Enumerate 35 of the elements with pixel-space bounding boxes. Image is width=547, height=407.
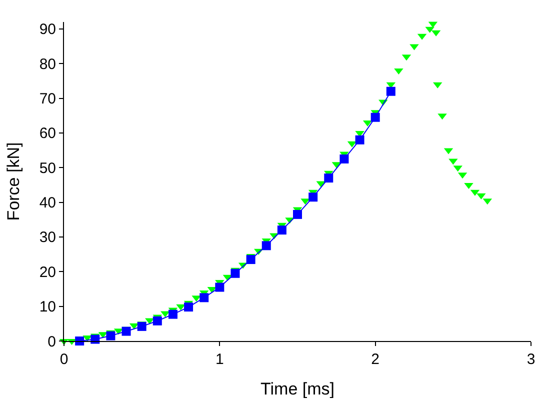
y-tick-label: 10 [39,298,56,316]
point [277,226,286,235]
x-tick-label: 1 [216,351,224,368]
point [340,154,349,164]
point [184,302,194,312]
point [168,310,178,319]
x-tick-label: 2 [371,351,380,368]
point [215,282,224,292]
point [246,255,256,264]
y-tick-label: 20 [39,264,56,281]
y-tick-label: 50 [39,160,56,177]
point [262,241,271,250]
point [324,174,334,183]
point [106,331,116,340]
x-axis-title: Time [ms] [260,379,334,398]
y-tick-label: 60 [39,125,56,142]
point [308,192,318,202]
point [386,86,396,96]
point [230,268,240,278]
y-axis-title: Force [kN] [4,142,23,221]
point [152,316,162,326]
x-tick-label: 3 [526,351,536,368]
y-tick-label: 30 [39,229,56,246]
y-tick-label: 40 [39,194,56,212]
y-tick-label: 0 [48,333,56,350]
point [293,210,302,219]
point [137,322,146,331]
y-tick-label: 90 [39,21,56,38]
y-tick-label: 70 [39,90,56,108]
point [370,112,380,122]
point [200,293,209,302]
point [122,326,131,336]
point [355,135,364,144]
y-tick-label: 80 [39,56,56,73]
x-tick-label: 0 [60,351,68,368]
